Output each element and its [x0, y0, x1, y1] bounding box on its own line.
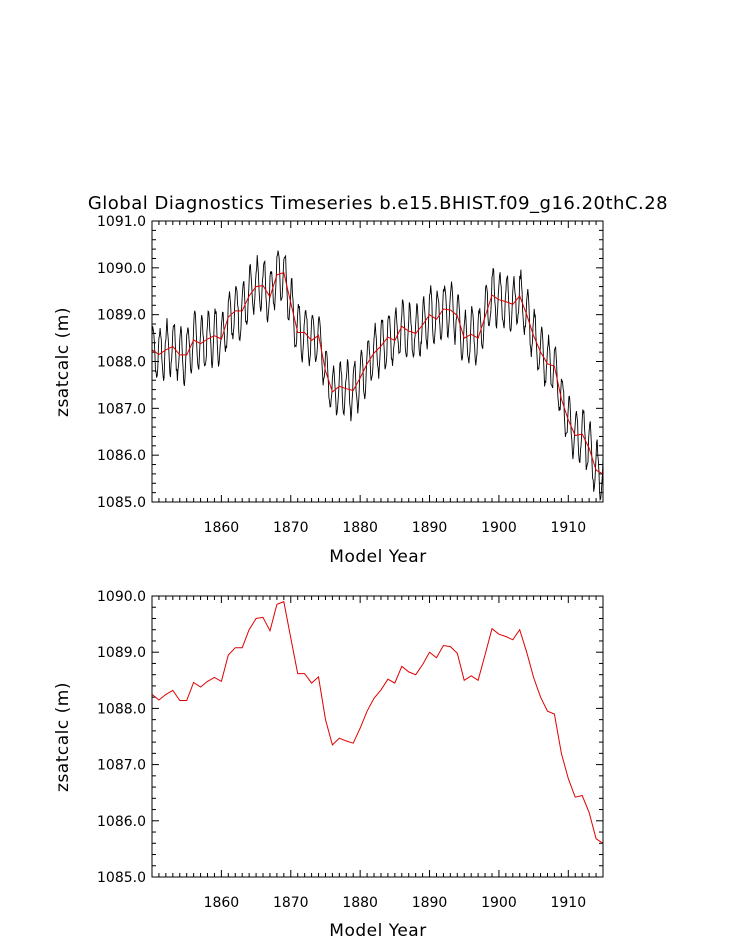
top-y-tick-labels: 1085.0 1086.0 1087.0 1088.0 1089.0 1090.0 1091…	[97, 214, 146, 511]
y-tick-label: 1085.0	[97, 870, 146, 886]
y-tick-label: 1088.0	[97, 701, 146, 717]
top-y-axis-label: zsatcalc (m)	[53, 307, 73, 417]
x-tick-label: 1870	[273, 895, 309, 911]
x-tick-label: 1860	[204, 520, 240, 536]
y-tick-label: 1089.0	[97, 308, 146, 324]
y-tick-label: 1087.0	[97, 758, 146, 774]
bottom-chart-panel: 1085.0 1086.0 1087.0 1088.0 1089.0 1090.0 186…	[53, 589, 604, 941]
annual-mean-line	[151, 600, 604, 844]
monthly-line	[151, 250, 604, 502]
x-tick-label: 1880	[342, 520, 378, 536]
y-tick-label: 1090.0	[97, 261, 146, 277]
y-tick-label: 1089.0	[97, 645, 146, 661]
bottom-axis-ticks	[151, 595, 604, 878]
y-tick-label: 1086.0	[97, 448, 146, 464]
bottom-y-axis-label: zsatcalc (m)	[53, 682, 73, 792]
x-tick-label: 1890	[412, 520, 448, 536]
top-series	[151, 250, 604, 502]
y-tick-label: 1086.0	[97, 814, 146, 830]
x-tick-label: 1870	[273, 520, 309, 536]
top-chart-panel: Global Diagnostics Timeseries b.e15.BHIS…	[53, 193, 668, 567]
y-tick-label: 1088.0	[97, 355, 146, 371]
x-tick-label: 1860	[204, 895, 240, 911]
x-tick-label: 1900	[481, 895, 517, 911]
top-x-axis-label: Model Year	[329, 547, 426, 567]
y-tick-label: 1090.0	[97, 589, 146, 605]
bottom-x-tick-labels: 1860 1870 1880 1890 1900 1910	[204, 895, 587, 911]
x-tick-label: 1910	[550, 520, 586, 536]
bottom-plot-frame	[151, 595, 604, 878]
y-tick-label: 1087.0	[97, 401, 146, 417]
x-tick-label: 1880	[342, 895, 378, 911]
top-plot-frame	[151, 220, 604, 503]
x-tick-label: 1890	[412, 895, 448, 911]
y-tick-label: 1091.0	[97, 214, 146, 230]
bottom-y-tick-labels: 1085.0 1086.0 1087.0 1088.0 1089.0 1090.0	[97, 589, 146, 886]
annual-mean-line	[151, 271, 604, 475]
top-x-tick-labels: 1860 1870 1880 1890 1900 1910	[204, 520, 587, 536]
bottom-series	[151, 600, 604, 844]
x-tick-label: 1910	[550, 895, 586, 911]
y-tick-label: 1085.0	[97, 495, 146, 511]
chart-title: Global Diagnostics Timeseries b.e15.BHIS…	[88, 193, 668, 214]
x-tick-label: 1900	[481, 520, 517, 536]
bottom-x-axis-label: Model Year	[329, 921, 426, 941]
